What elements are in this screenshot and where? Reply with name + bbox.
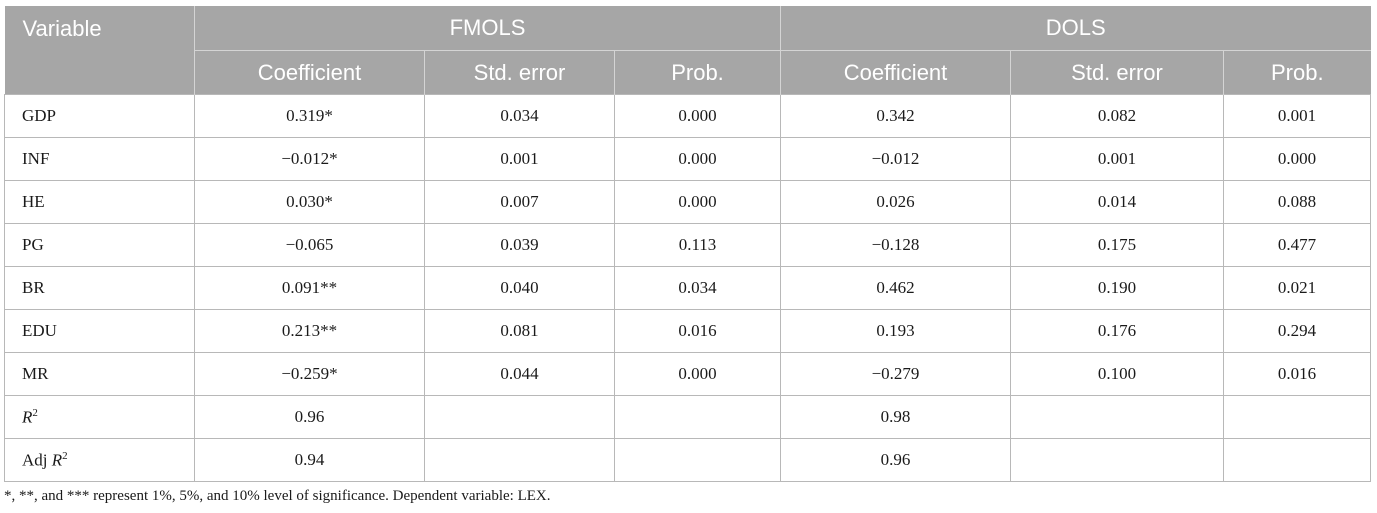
table-row: R2 0.96 0.98 (4, 395, 1372, 439)
table-cell: 0.014 (1010, 180, 1225, 224)
table-cell: −0.259* (194, 352, 425, 396)
variable-header: Variable (4, 6, 195, 95)
row-label-adj-r-squared: Adj R2 (4, 438, 195, 482)
table-row: HE 0.030* 0.007 0.000 0.026 0.014 0.088 (4, 180, 1372, 224)
table-cell: 0.034 (424, 94, 615, 138)
row-label: GDP (4, 94, 195, 138)
row-label: PG (4, 223, 195, 267)
table-cell: 0.001 (1010, 137, 1225, 181)
table-cell (1010, 438, 1225, 482)
dols-group-header: DOLS (780, 6, 1371, 51)
row-label: HE (4, 180, 195, 224)
table-cell: 0.088 (1223, 180, 1372, 224)
table-cell: 0.082 (1010, 94, 1225, 138)
table-cell: 0.294 (1223, 309, 1372, 353)
row-label: BR (4, 266, 195, 310)
table-cell: 0.000 (613, 352, 782, 396)
results-table: Variable FMOLS DOLS Coefficient Std. err… (4, 6, 1372, 482)
table-cell: 0.94 (194, 438, 425, 482)
table-cell: 0.96 (780, 438, 1012, 482)
label-superscript: 2 (32, 406, 38, 419)
table-cell: 0.081 (424, 309, 615, 353)
table-cell: 0.000 (613, 137, 782, 181)
row-label-r-squared: R2 (4, 395, 195, 439)
row-label: INF (4, 137, 195, 181)
table-cell: 0.091** (194, 266, 425, 310)
table-cell: 0.016 (613, 309, 782, 353)
table-cell (613, 395, 782, 439)
table-cell (1223, 395, 1372, 439)
table-cell: −0.279 (780, 352, 1012, 396)
table-cell: 0.213** (194, 309, 425, 353)
table-cell: 0.000 (1223, 137, 1372, 181)
label-italic: R (22, 407, 33, 427)
table-cell: 0.001 (424, 137, 615, 181)
table-cell: 0.039 (424, 223, 615, 267)
table-cell: 0.000 (613, 180, 782, 224)
table-row: BR 0.091** 0.040 0.034 0.462 0.190 0.021 (4, 266, 1372, 310)
label-superscript: 2 (62, 449, 68, 462)
table-cell: 0.007 (424, 180, 615, 224)
table-cell (1223, 438, 1372, 482)
table-cell (424, 438, 615, 482)
table-row: Adj R2 0.94 0.96 (4, 438, 1372, 482)
dols-coefficient-header: Coefficient (780, 50, 1011, 95)
table-cell: 0.96 (194, 395, 425, 439)
table-cell: −0.065 (194, 223, 425, 267)
fmols-prob-header: Prob. (613, 50, 781, 95)
table-cell: 0.113 (613, 223, 782, 267)
table-cell: 0.100 (1010, 352, 1225, 396)
table-row: EDU 0.213** 0.081 0.016 0.193 0.176 0.29… (4, 309, 1372, 353)
table-cell: 0.000 (613, 94, 782, 138)
table-cell: 0.342 (780, 94, 1012, 138)
table-cell (613, 438, 782, 482)
table-cell: 0.193 (780, 309, 1012, 353)
fmols-std-error-header: Std. error (424, 50, 615, 95)
table-cell: 0.016 (1223, 352, 1372, 396)
dols-prob-header: Prob. (1223, 50, 1371, 95)
table-footnote: *, **, and *** represent 1%, 5%, and 10%… (4, 488, 551, 504)
table-cell: 0.98 (780, 395, 1012, 439)
table-cell: 0.021 (1223, 266, 1372, 310)
dols-std-error-header: Std. error (1010, 50, 1224, 95)
table-cell: 0.175 (1010, 223, 1225, 267)
table-cell: 0.040 (424, 266, 615, 310)
table-cell: 0.001 (1223, 94, 1372, 138)
fmols-coefficient-header: Coefficient (194, 50, 425, 95)
table-cell: 0.026 (780, 180, 1012, 224)
fmols-group-header: FMOLS (193, 6, 781, 51)
table-cell: 0.319* (194, 94, 425, 138)
row-label: MR (4, 352, 195, 396)
table-row: GDP 0.319* 0.034 0.000 0.342 0.082 0.001 (4, 94, 1372, 138)
table-cell: 0.044 (424, 352, 615, 396)
table-cell: 0.034 (613, 266, 782, 310)
label-italic: R (51, 450, 63, 470)
table-row: MR −0.259* 0.044 0.000 −0.279 0.100 0.01… (4, 352, 1372, 396)
label-prefix: Adj (22, 450, 52, 470)
table-cell: 0.176 (1010, 309, 1225, 353)
table-cell: 0.477 (1223, 223, 1372, 267)
row-label: EDU (4, 309, 195, 353)
table-cell (424, 395, 615, 439)
table-cell: −0.128 (780, 223, 1012, 267)
table-cell: −0.012 (780, 137, 1012, 181)
table-cell: 0.190 (1010, 266, 1225, 310)
table-cell: 0.030* (194, 180, 425, 224)
table-cell: 0.462 (780, 266, 1012, 310)
table-row: PG −0.065 0.039 0.113 −0.128 0.175 0.477 (4, 223, 1372, 267)
table-cell (1010, 395, 1225, 439)
table-row: INF −0.012* 0.001 0.000 −0.012 0.001 0.0… (4, 137, 1372, 181)
table-cell: −0.012* (194, 137, 425, 181)
